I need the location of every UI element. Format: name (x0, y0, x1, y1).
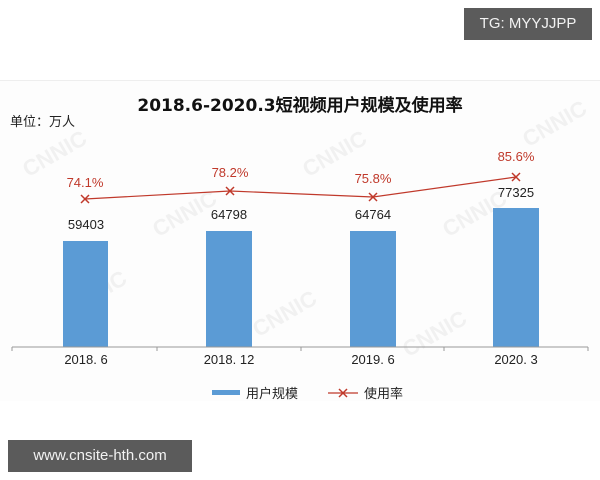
bar-value-label: 59403 (67, 217, 105, 232)
rate-label: 78.2% (211, 165, 249, 180)
unit-label: 单位：万人 (10, 115, 76, 130)
chart-image: CNNIC CNNIC CNNIC CNNIC CNNIC CNNIC CNNI… (0, 80, 600, 401)
x-marker-icon (80, 172, 521, 204)
rate-label: 74.1% (66, 175, 104, 190)
bar-value-label: 64798 (210, 207, 248, 222)
chart-plot (11, 172, 589, 351)
rate-label: 75.8% (354, 171, 392, 186)
chart-title: 2018.6-2020.3短视频用户规模及使用率 (137, 96, 463, 116)
x-tick-label: 2020. 3 (494, 352, 538, 367)
x-tick-label: 2019. 6 (351, 352, 395, 367)
legend-line-label: 使用率 (364, 387, 404, 401)
bar-2019-6 (350, 231, 396, 347)
usage-rate-line (84, 176, 517, 200)
legend-bar-swatch-icon (212, 390, 240, 395)
x-tick-label: 2018. 12 (203, 352, 255, 367)
legend-line-swatch-icon (328, 387, 359, 399)
bar-value-label: 64764 (354, 207, 392, 222)
bottom-overlay-tag: www.cnsite-hth.com (8, 440, 192, 472)
legend: 用户规模 使用率 (212, 383, 403, 401)
bar-2018-6 (63, 241, 108, 347)
rate-label: 85.6% (497, 149, 535, 164)
bar-value-label: 77325 (497, 185, 535, 200)
legend-bar-label: 用户规模 (246, 387, 299, 401)
bar-2020-3 (493, 208, 539, 347)
bar-2018-12 (206, 231, 252, 347)
x-tick-label: 2018. 6 (64, 352, 108, 367)
top-overlay-tag: TG: MYYJJPP (464, 8, 592, 40)
